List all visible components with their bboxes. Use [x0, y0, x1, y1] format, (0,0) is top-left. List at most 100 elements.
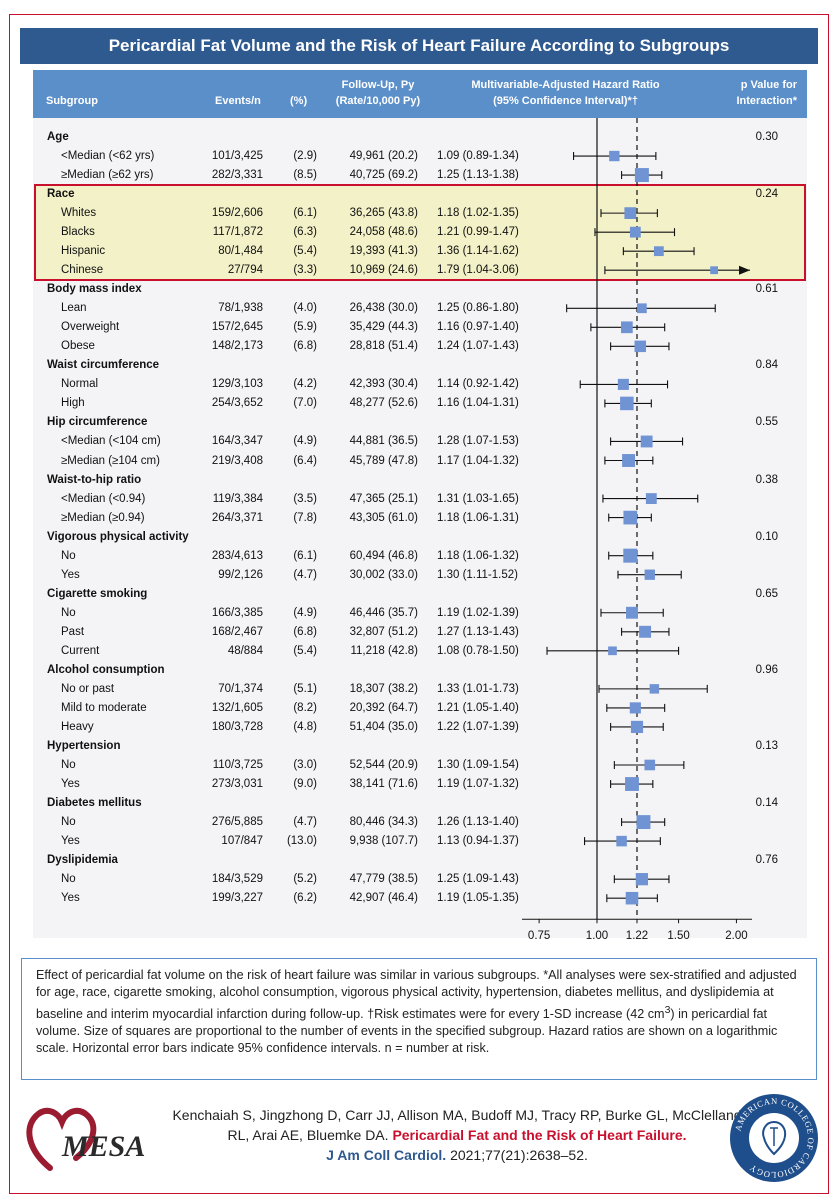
p-interaction: 0.10 — [755, 530, 778, 543]
hazard-ratio-ci: 1.33 (1.01-1.73) — [437, 682, 519, 695]
hazard-ratio-ci: 1.36 (1.14-1.62) — [437, 245, 519, 258]
x-tick-label: 2.00 — [725, 930, 747, 942]
x-tick-label: 1.22 — [626, 930, 648, 942]
hr-square — [622, 454, 636, 467]
hazard-ratio-ci: 1.28 (1.07-1.53) — [437, 435, 519, 448]
events-pct: (6.2) — [293, 892, 317, 905]
subgroup-label: Normal — [61, 378, 99, 391]
events-n: 80/1,484 — [218, 245, 263, 258]
events-n: 180/3,728 — [211, 720, 263, 733]
events-pct: (5.9) — [293, 321, 317, 334]
subgroup-label: Hispanic — [61, 245, 106, 258]
hr-square — [710, 266, 719, 275]
hr-square — [629, 702, 641, 714]
events-pct: (6.3) — [293, 226, 317, 239]
header-events: Events/n — [215, 95, 261, 107]
hazard-ratio-ci: 1.25 (1.13-1.38) — [437, 169, 519, 182]
hazard-ratio-ci: 1.17 (1.04-1.32) — [437, 454, 519, 467]
header-p-1: p Value for — [740, 79, 797, 91]
caption-text-2: ) in pericardial fat volume. Size of squ… — [36, 1006, 778, 1056]
hr-square — [636, 815, 651, 830]
group-label: Dyslipidemia — [47, 854, 118, 867]
ci-arrow — [739, 265, 750, 275]
header-hr-2: (95% Confidence Interval)*† — [493, 95, 638, 107]
events-n: 157/2,645 — [211, 321, 263, 334]
events-pct: (6.1) — [293, 549, 317, 562]
events-n: 159/2,606 — [211, 207, 263, 220]
followup-rate: 49,961 (20.2) — [349, 150, 418, 163]
events-n: 219/3,408 — [211, 454, 263, 467]
hr-square — [616, 835, 627, 847]
events-pct: (9.0) — [293, 778, 317, 791]
subgroup-label: No — [61, 758, 76, 771]
hazard-ratio-ci: 1.25 (1.09-1.43) — [437, 873, 519, 886]
hr-square — [626, 606, 638, 619]
hr-square — [645, 493, 657, 504]
hazard-ratio-ci: 1.30 (1.09-1.54) — [437, 758, 519, 771]
followup-rate: 20,392 (64.7) — [349, 701, 418, 714]
events-pct: (5.1) — [293, 682, 317, 695]
hazard-ratio-ci: 1.26 (1.13-1.40) — [437, 816, 519, 829]
hazard-ratio-ci: 1.31 (1.03-1.65) — [437, 492, 519, 505]
subgroup-label: Past — [61, 625, 85, 638]
events-n: 48/884 — [227, 644, 263, 657]
events-n: 107/847 — [221, 835, 263, 848]
group-label: Diabetes mellitus — [47, 797, 142, 810]
subgroup-label: ≥Median (≥0.94) — [61, 511, 145, 524]
hazard-ratio-ci: 1.16 (0.97-1.40) — [437, 321, 519, 334]
group-label: Cigarette smoking — [47, 587, 148, 600]
hr-square — [620, 396, 634, 411]
hr-square — [630, 720, 644, 734]
followup-rate: 40,725 (69.2) — [349, 169, 418, 182]
events-n: 184/3,529 — [211, 873, 263, 886]
hr-square — [649, 684, 660, 694]
followup-rate: 42,907 (46.4) — [349, 892, 418, 905]
hazard-ratio-ci: 1.22 (1.07-1.39) — [437, 720, 519, 733]
svg-text:MESA: MESA — [61, 1130, 145, 1163]
events-pct: (3.5) — [293, 492, 317, 505]
events-pct: (4.2) — [293, 378, 317, 391]
hazard-ratio-ci: 1.27 (1.13-1.43) — [437, 625, 519, 638]
group-label: Race — [47, 188, 75, 201]
followup-rate: 42,393 (30.4) — [349, 378, 418, 391]
subgroup-label: Whites — [61, 207, 97, 220]
p-interaction: 0.96 — [755, 663, 778, 676]
followup-rate: 11,218 (42.8) — [350, 644, 418, 657]
followup-rate: 51,404 (35.0) — [349, 720, 418, 733]
followup-rate: 32,807 (51.2) — [349, 625, 418, 638]
events-n: 168/2,467 — [211, 625, 263, 638]
group-label: Vigorous physical activity — [47, 530, 189, 543]
events-n: 254/3,652 — [211, 397, 263, 410]
x-tick-label: 0.75 — [528, 930, 550, 942]
events-pct: (8.2) — [293, 701, 317, 714]
figure-frame — [9, 14, 829, 1194]
mesa-logo: MESA — [22, 1098, 162, 1178]
subgroup-label: <Median (<0.94) — [61, 492, 146, 505]
subgroup-label: High — [61, 397, 85, 410]
citation-article: Pericardial Fat and the Risk of Heart Fa… — [392, 1127, 687, 1143]
header-followup-2: (Rate/10,000 Py) — [335, 95, 421, 107]
subgroup-label: <Median (<104 cm) — [61, 435, 161, 448]
subgroup-label: No — [61, 873, 76, 886]
events-pct: (4.7) — [293, 816, 317, 829]
events-n: 101/3,425 — [211, 150, 263, 163]
events-n: 148/2,173 — [211, 340, 263, 353]
subgroup-label: Obese — [61, 340, 95, 353]
events-pct: (6.8) — [293, 340, 317, 353]
events-n: 164/3,347 — [211, 435, 263, 448]
subgroup-label: Yes — [61, 892, 80, 905]
followup-rate: 48,277 (52.6) — [349, 397, 418, 410]
hr-square — [625, 891, 639, 905]
group-label: Waist-to-hip ratio — [47, 473, 142, 486]
followup-rate: 46,446 (35.7) — [349, 606, 418, 619]
events-n: 117/1,872 — [212, 226, 263, 239]
hazard-ratio-ci: 1.25 (0.86-1.80) — [437, 302, 519, 315]
group-label: Alcohol consumption — [47, 663, 165, 676]
followup-rate: 52,544 (20.9) — [349, 758, 418, 771]
events-n: 276/5,885 — [211, 816, 263, 829]
hazard-ratio-ci: 1.24 (1.07-1.43) — [437, 340, 519, 353]
followup-rate: 24,058 (48.6) — [349, 226, 418, 239]
p-interaction: 0.55 — [755, 416, 778, 429]
p-interaction: 0.24 — [755, 188, 778, 201]
